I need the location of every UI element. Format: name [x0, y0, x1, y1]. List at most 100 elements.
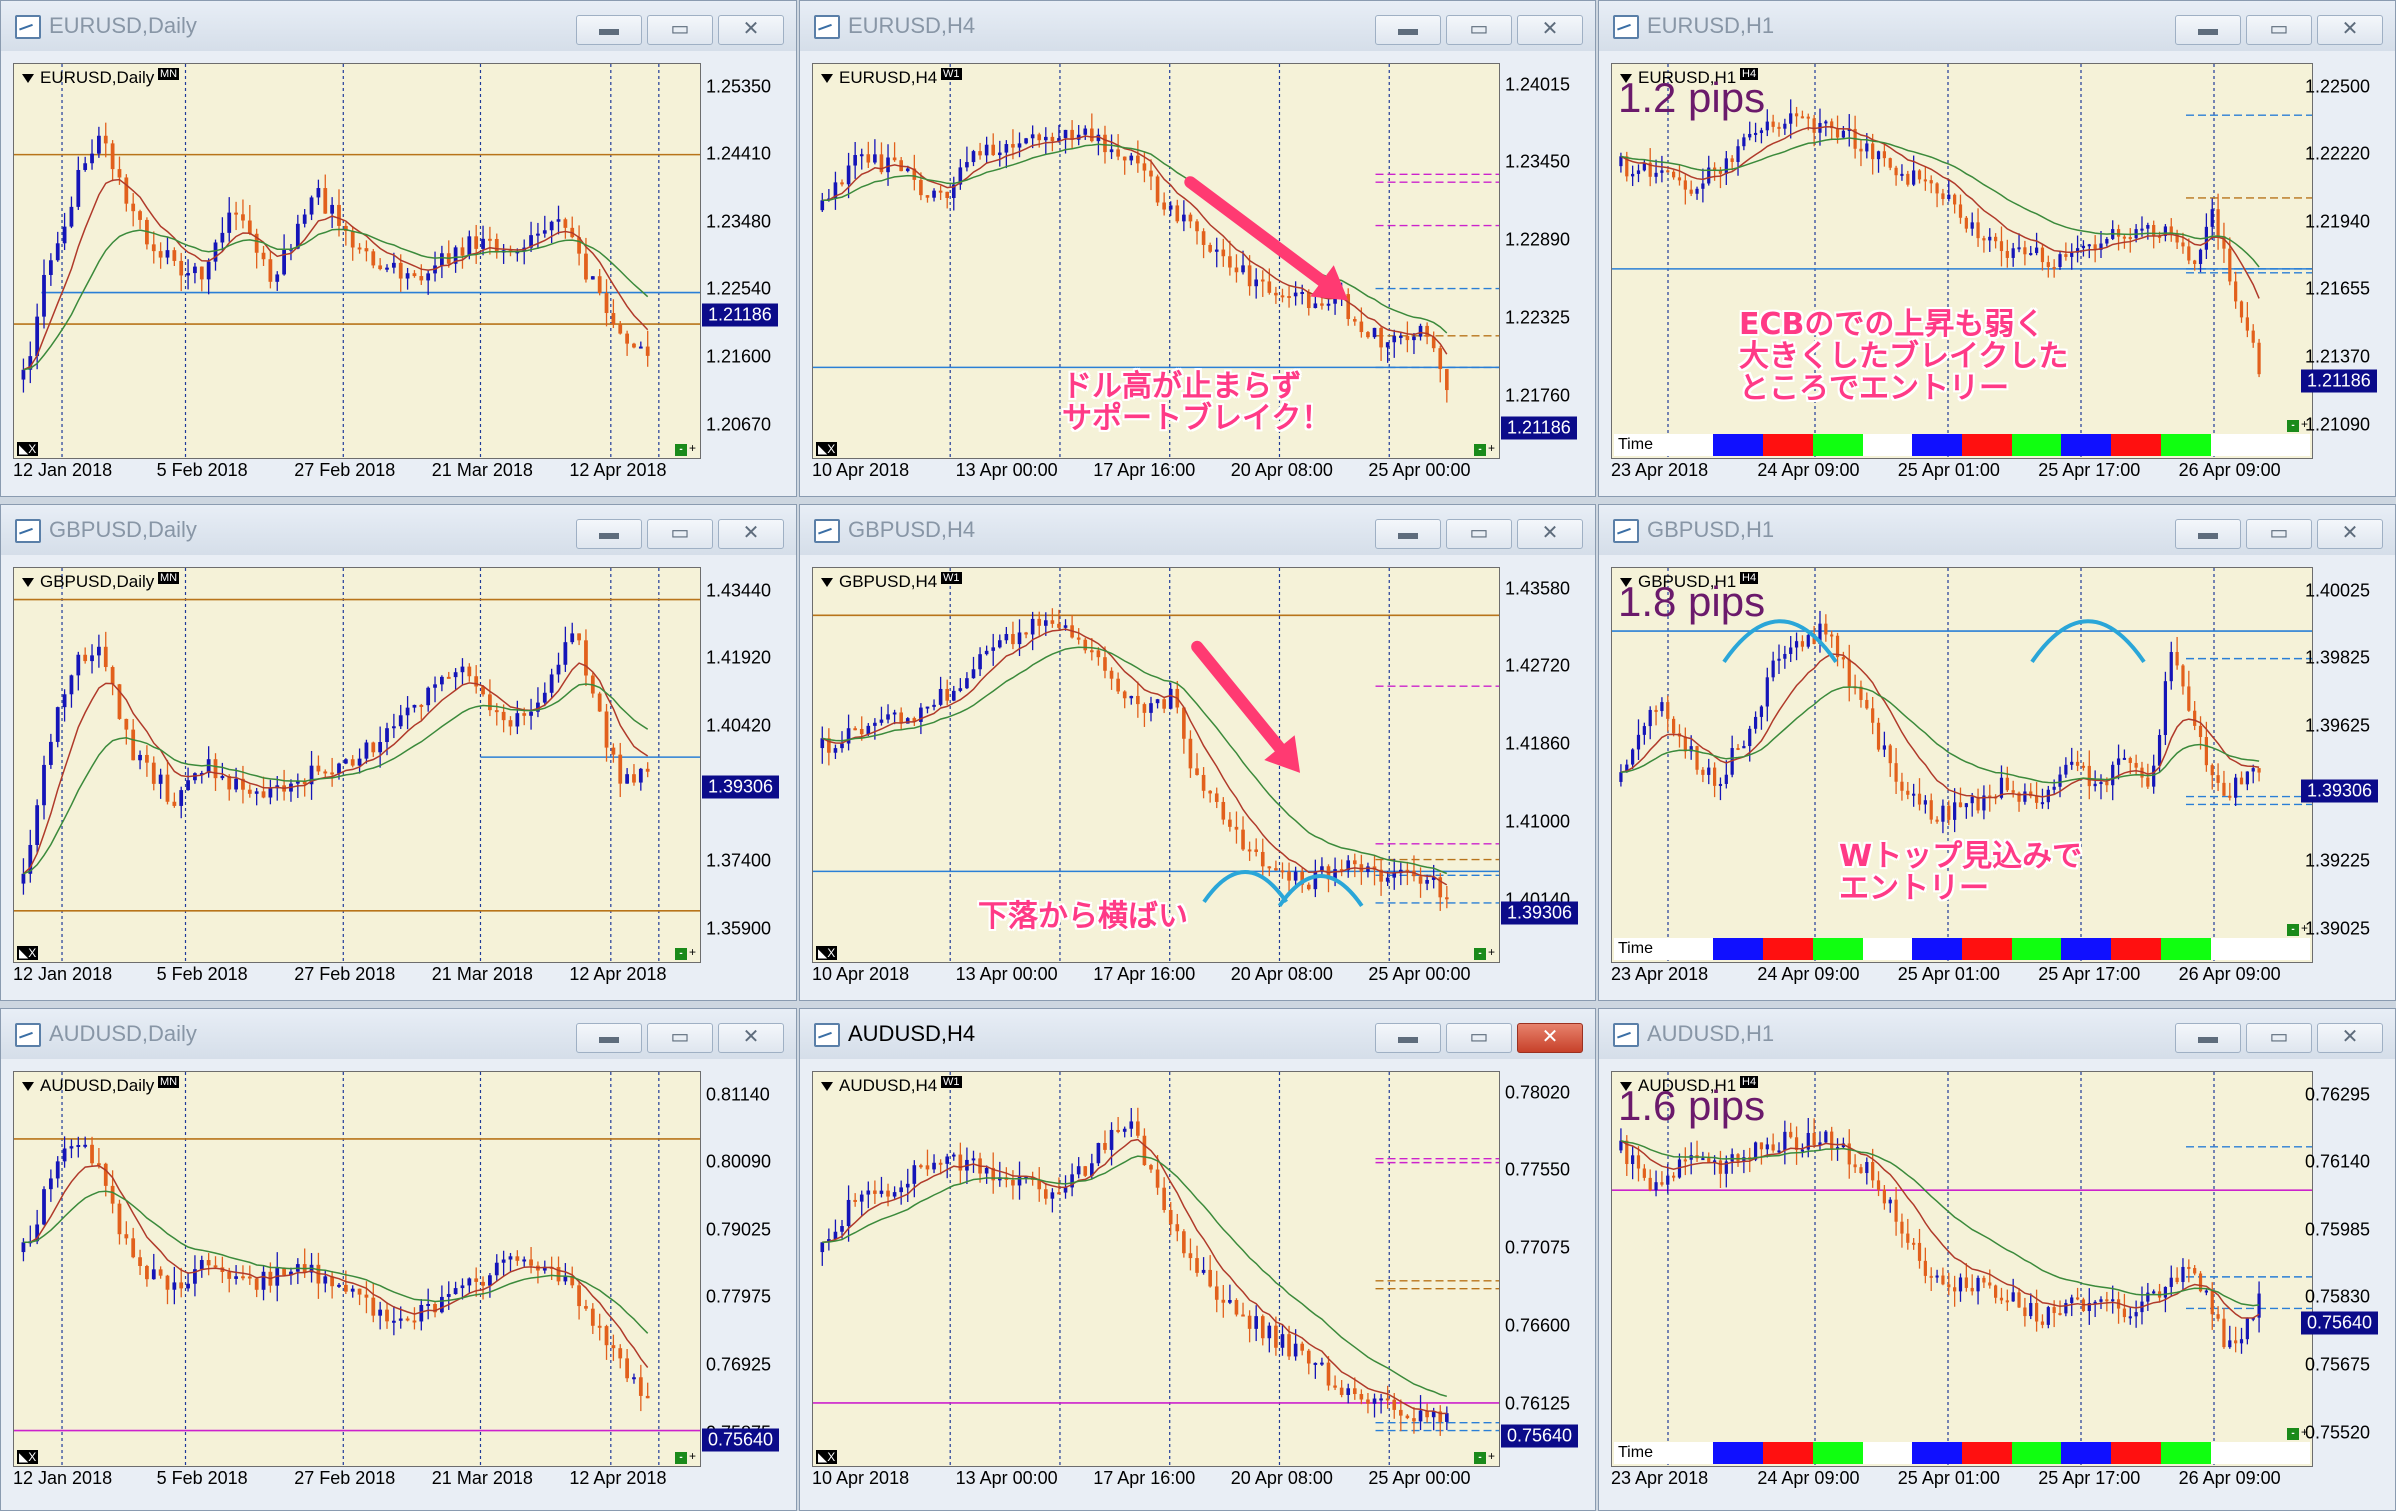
maximize-button[interactable]: ▭ — [2246, 519, 2312, 549]
candle-body — [1654, 172, 1658, 177]
candle-body — [220, 776, 225, 779]
minimize-button[interactable]: ▬ — [576, 15, 642, 45]
close-button[interactable]: ✕ — [1517, 519, 1583, 549]
candle-body — [1366, 332, 1370, 338]
candle-body — [1923, 800, 1927, 805]
title-bar[interactable]: AUDUSD,Daily ▬ ▭ ✕ — [1, 1009, 796, 1059]
minimize-button[interactable]: ▬ — [576, 519, 642, 549]
zoom-controls[interactable]: - + — [2286, 1425, 2308, 1440]
zoom-controls[interactable]: - + — [1473, 945, 1495, 960]
minimize-button[interactable]: ▬ — [2175, 1023, 2241, 1053]
zoom-controls[interactable]: - + — [674, 945, 696, 960]
zoom-in-icon[interactable]: + — [2300, 1425, 2308, 1439]
chart-window-audusd-h4[interactable]: AUDUSD,H4 ▬ ▭ ✕ AUDUSD,H4 W1 ◣X - + 0.78020 0… — [799, 1008, 1596, 1511]
maximize-button[interactable]: ▭ — [647, 519, 713, 549]
zoom-out-icon[interactable]: - — [674, 444, 687, 456]
candle-body — [2122, 757, 2127, 760]
candle-body — [2169, 1277, 2173, 1287]
close-button[interactable]: ✕ — [1517, 15, 1583, 45]
title-bar[interactable]: GBPUSD,H1 ▬ ▭ ✕ — [1599, 505, 2395, 555]
title-bar[interactable]: AUDUSD,H4 ▬ ▭ ✕ — [800, 1009, 1595, 1059]
zoom-in-icon[interactable]: + — [688, 441, 696, 455]
candle-body — [501, 711, 506, 721]
minimize-button[interactable]: ▬ — [2175, 519, 2241, 549]
candle-body — [2175, 233, 2179, 243]
close-button[interactable]: ✕ — [1517, 1023, 1583, 1053]
candle-body — [2111, 764, 2115, 786]
title-bar[interactable]: AUDUSD,H1 ▬ ▭ ✕ — [1599, 1009, 2395, 1059]
title-bar[interactable]: EURUSD,Daily ▬ ▭ ✕ — [1, 1, 796, 51]
zoom-controls[interactable]: - + — [674, 1449, 696, 1464]
zoom-in-icon[interactable]: + — [2300, 417, 2308, 431]
chart-plot-area[interactable]: AUDUSD,H4 W1 ◣X - + — [812, 1071, 1500, 1467]
chart-plot-area[interactable]: EURUSD,H4 W1 ◣X - + — [812, 63, 1500, 459]
close-button[interactable]: ✕ — [718, 15, 784, 45]
zoom-in-icon[interactable]: + — [688, 945, 696, 959]
candle-body — [1818, 623, 1822, 644]
zoom-in-icon[interactable]: + — [1487, 441, 1495, 455]
maximize-button[interactable]: ▭ — [2246, 15, 2312, 45]
candle-body — [1865, 1162, 1869, 1174]
title-bar[interactable]: EURUSD,H1 ▬ ▭ ✕ — [1599, 1, 2395, 51]
maximize-button[interactable]: ▭ — [1446, 15, 1512, 45]
chart-window-gbpusd-h4[interactable]: GBPUSD,H4 ▬ ▭ ✕ GBPUSD,H4 W1 ◣X - + 1.43580 1… — [799, 504, 1596, 1001]
maximize-button[interactable]: ▭ — [2246, 1023, 2312, 1053]
minimize-button[interactable]: ▬ — [1375, 1023, 1441, 1053]
zoom-out-icon[interactable]: - — [2286, 924, 2299, 936]
zoom-controls[interactable]: - + — [674, 441, 696, 456]
zoom-out-icon[interactable]: - — [1473, 948, 1486, 960]
zoom-out-icon[interactable]: - — [2286, 420, 2299, 432]
zoom-controls[interactable]: - + — [1473, 441, 1495, 456]
chart-plot-area[interactable]: EURUSD,Daily MN ◣X - + — [13, 63, 701, 459]
zoom-out-icon[interactable]: - — [674, 948, 687, 960]
zoom-controls[interactable]: - + — [2286, 921, 2308, 936]
chart-plot-area[interactable]: GBPUSD,Daily MN ◣X - + — [13, 567, 701, 963]
zoom-in-icon[interactable]: + — [1487, 945, 1495, 959]
maximize-button[interactable]: ▭ — [1446, 1023, 1512, 1053]
chart-window-gbpusd-daily[interactable]: GBPUSD,Daily ▬ ▭ ✕ GBPUSD,Daily MN ◣X - + 1.… — [0, 504, 797, 1001]
chart-window-eurusd-h4[interactable]: EURUSD,H4 ▬ ▭ ✕ EURUSD,H4 W1 ◣X - + 1.24015 1… — [799, 0, 1596, 497]
candle-body — [460, 247, 465, 256]
zoom-out-icon[interactable]: - — [1473, 444, 1486, 456]
minimize-button[interactable]: ▬ — [576, 1023, 642, 1053]
minimize-button[interactable]: ▬ — [1375, 519, 1441, 549]
chart-plot-area[interactable]: AUDUSD,Daily MN ◣X - + — [13, 1071, 701, 1467]
close-button[interactable]: ✕ — [2317, 1023, 2383, 1053]
title-bar[interactable]: GBPUSD,Daily ▬ ▭ ✕ — [1, 505, 796, 555]
chart-plot-area[interactable]: GBPUSD,H4 W1 ◣X - + — [812, 567, 1500, 963]
chart-window-audusd-daily[interactable]: AUDUSD,Daily ▬ ▭ ✕ AUDUSD,Daily MN ◣X - + 0.… — [0, 1008, 797, 1511]
candle-body — [419, 704, 424, 707]
candle-body — [632, 774, 636, 783]
candle-body — [971, 669, 976, 679]
zoom-out-icon[interactable]: - — [1473, 1452, 1486, 1464]
close-button[interactable]: ✕ — [718, 519, 784, 549]
zoom-out-icon[interactable]: - — [2286, 1428, 2299, 1440]
candle-body — [1412, 1418, 1416, 1422]
candle-body — [440, 1296, 444, 1313]
title-bar[interactable]: GBPUSD,H4 ▬ ▭ ✕ — [800, 505, 1595, 555]
close-button[interactable]: ✕ — [2317, 519, 2383, 549]
maximize-button[interactable]: ▭ — [647, 15, 713, 45]
close-button[interactable]: ✕ — [2317, 15, 2383, 45]
time-bar-label: Time — [1618, 1444, 1653, 1461]
zoom-in-icon[interactable]: + — [1487, 1449, 1495, 1463]
zoom-in-icon[interactable]: + — [2300, 921, 2308, 935]
maximize-button[interactable]: ▭ — [647, 1023, 713, 1053]
chart-window-eurusd-daily[interactable]: EURUSD,Daily ▬ ▭ ✕ EURUSD,Daily MN ◣X - + 1.… — [0, 0, 797, 497]
zoom-controls[interactable]: - + — [1473, 1449, 1495, 1464]
zoom-out-icon[interactable]: - — [674, 1452, 687, 1464]
minimize-button[interactable]: ▬ — [1375, 15, 1441, 45]
minimize-button[interactable]: ▬ — [2175, 15, 2241, 45]
maximize-button[interactable]: ▭ — [1446, 519, 1512, 549]
close-button[interactable]: ✕ — [718, 1023, 784, 1053]
candle-body — [1701, 769, 1705, 775]
zoom-in-icon[interactable]: + — [688, 1449, 696, 1463]
title-bar[interactable]: EURUSD,H4 ▬ ▭ ✕ — [800, 1, 1595, 51]
zoom-controls[interactable]: - + — [2286, 417, 2308, 432]
